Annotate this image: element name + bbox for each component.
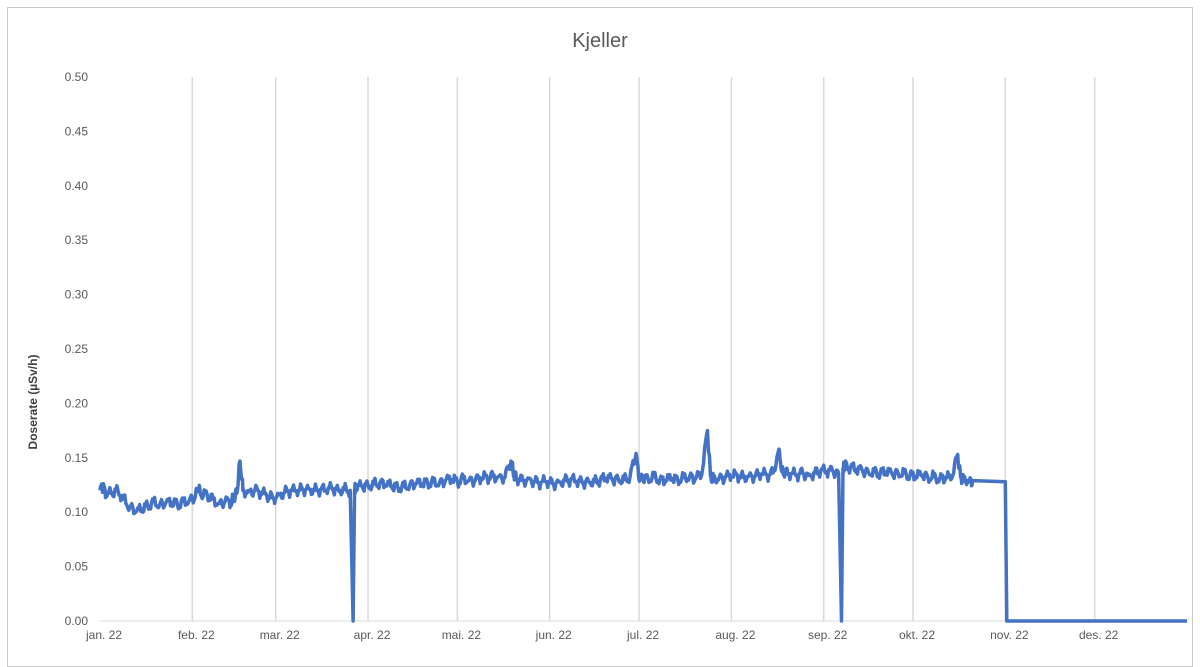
x-tick-label: apr. 22 [354, 628, 391, 642]
gridlines [100, 77, 1187, 621]
y-tick-label: 0.30 [65, 288, 89, 302]
y-tick-label: 0.00 [65, 614, 89, 628]
y-tick-label: 0.15 [65, 451, 89, 465]
y-tick-label: 0.45 [65, 124, 89, 138]
x-tick-label: feb. 22 [178, 628, 215, 642]
x-tick-label: aug. 22 [715, 628, 755, 642]
y-tick-label: 0.05 [65, 560, 89, 574]
y-tick-label: 0.10 [65, 505, 89, 519]
y-tick-label: 0.40 [65, 179, 89, 193]
x-tick-label: jan. 22 [85, 628, 122, 642]
x-tick-label: mai. 22 [442, 628, 482, 642]
data-series [100, 431, 1187, 621]
x-tick-label: des. 22 [1079, 628, 1119, 642]
y-tick-label: 0.25 [65, 342, 89, 356]
y-tick-label: 0.20 [65, 396, 89, 410]
x-tick-labels: jan. 22 feb. 22 mar. 22 apr. 22 mai. 22 jun. … [85, 628, 1119, 642]
x-tick-label: sep. 22 [808, 628, 848, 642]
y-tick-label: 0.35 [65, 233, 89, 247]
x-tick-label: okt. 22 [899, 628, 935, 642]
x-tick-label: jun. 22 [535, 628, 572, 642]
x-tick-label: nov. 22 [990, 628, 1029, 642]
y-tick-label: 0.50 [65, 70, 89, 84]
series-line-0 [100, 431, 1187, 621]
x-tick-label: mar. 22 [260, 628, 300, 642]
y-tick-labels: 0.00 0.05 0.10 0.15 0.20 0.25 0.30 0.35 0.40 0.45… [65, 70, 89, 628]
x-tick-label: jul. 22 [626, 628, 659, 642]
